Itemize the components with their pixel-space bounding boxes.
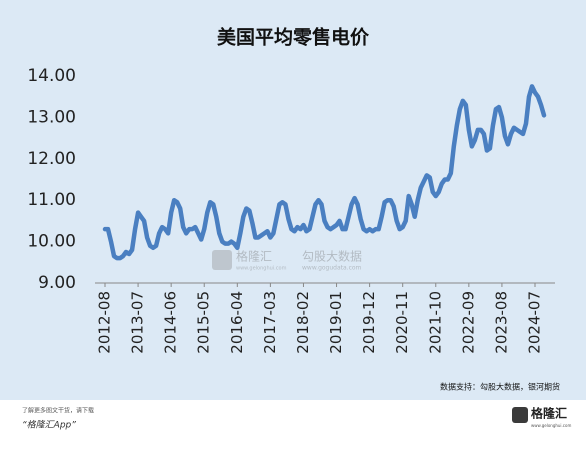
footer-logo-url: www.gelonghui.com <box>531 423 571 428</box>
source-note: 数据支持：勾股大数据，银河期货 <box>440 382 560 392</box>
data-line <box>102 84 547 261</box>
footer-background <box>0 400 586 445</box>
x-tick-label: 2023-08 <box>492 291 510 354</box>
footer-logo: 格隆汇 <box>531 406 567 421</box>
chart-background <box>0 0 586 400</box>
footer-line1: 了解更多图文干货，请下载 <box>22 407 94 415</box>
footer-line2: “格隆汇App” <box>22 420 76 431</box>
y-tick-label: 10.00 <box>27 232 76 252</box>
x-tick-label: 2013-07 <box>129 291 147 354</box>
y-tick-label: 14.00 <box>27 66 76 86</box>
x-tick-label: 2020-11 <box>393 291 411 354</box>
watermark-data-url: www.gogudata.com <box>302 265 362 272</box>
y-tick-label: 12.00 <box>27 149 76 169</box>
footer-logo-icon <box>512 407 528 423</box>
x-tick-label: 2018-02 <box>294 291 312 354</box>
x-tick-label: 2021-10 <box>426 291 444 354</box>
watermark-brand-url: www.gelonghui.com <box>236 266 287 272</box>
x-tick-label: 2019-01 <box>327 291 345 354</box>
y-tick-label: 13.00 <box>27 107 76 127</box>
x-tick-label: 2016-04 <box>228 291 246 354</box>
watermark-icon <box>212 250 232 270</box>
watermark-data: 勾股大数据 <box>302 249 362 264</box>
x-tick-label: 2017-03 <box>261 291 279 354</box>
x-tick-label: 2024-07 <box>526 291 544 354</box>
watermark-brand: 格隆汇 <box>236 249 272 264</box>
x-tick-label: 2012-08 <box>96 291 114 354</box>
x-tick-label: 2015-05 <box>195 291 213 354</box>
y-tick-label: 9.00 <box>38 273 76 293</box>
chart-title: 美国平均零售电价 <box>217 26 370 49</box>
watermark: 格隆汇 www.gelonghui.com 勾股大数据 www.gogudata… <box>212 249 362 272</box>
y-tick-label: 11.00 <box>27 190 76 210</box>
x-tick-label: 2022-09 <box>459 291 477 354</box>
x-tick-label: 2019-12 <box>360 291 378 354</box>
x-tick-label: 2014-06 <box>162 291 180 354</box>
